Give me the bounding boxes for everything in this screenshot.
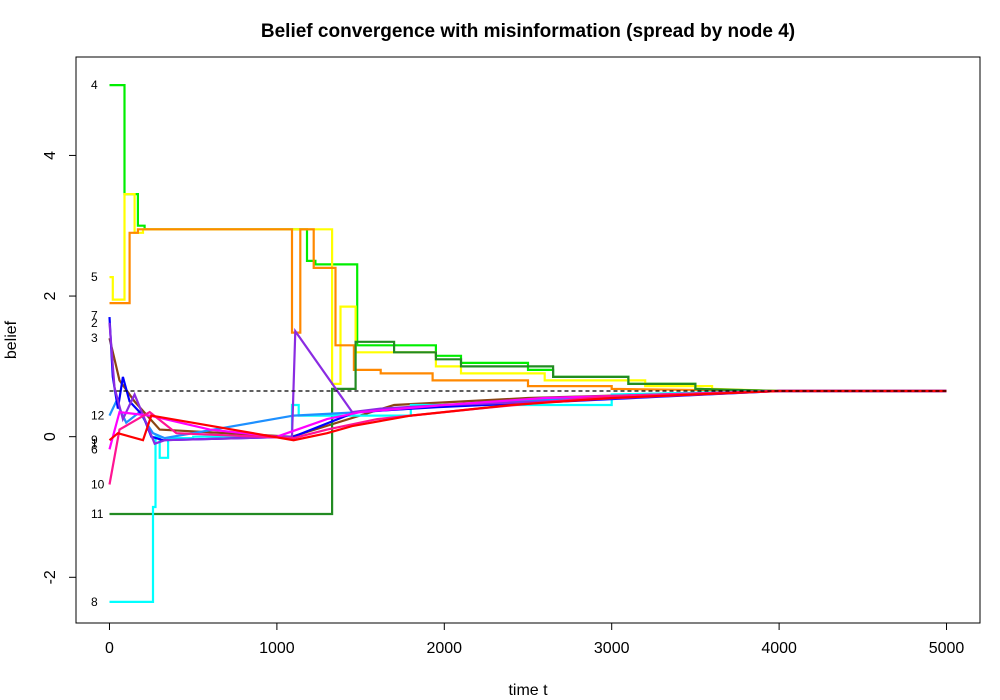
x-axis: 0 1000 2000 3000 4000 5000: [105, 622, 965, 657]
series-line-8: [108, 317, 947, 442]
x-tick-label: 2000: [426, 640, 462, 657]
series-line-10: [108, 389, 947, 450]
series-line-6: [109, 389, 947, 604]
node-label-3: 3: [91, 331, 98, 345]
series-line-1: [109, 83, 947, 393]
y-axis: -2 0 2 4: [42, 151, 77, 584]
x-tick-label: 3000: [594, 640, 630, 657]
node-label-9: 9: [91, 433, 98, 447]
node-label-12: 12: [91, 409, 105, 423]
node-label-7: 7: [91, 309, 98, 323]
chart-title: Belief convergence with misinformation (…: [261, 21, 795, 42]
series-line-3: [109, 228, 947, 393]
node-label-10: 10: [91, 478, 105, 492]
plot-frame: [75, 56, 981, 624]
y-tick-label: 2: [42, 292, 59, 301]
series-line-4: [108, 337, 947, 438]
node-label-8: 8: [91, 595, 98, 609]
x-tick-label: 0: [105, 640, 114, 657]
y-tick-label: -2: [42, 570, 59, 584]
plot-area: [108, 83, 947, 604]
node-label-5: 5: [91, 270, 98, 284]
x-tick-label: 1000: [259, 640, 295, 657]
node-label-1: 1: [91, 437, 98, 451]
y-tick-label: 4: [42, 151, 59, 160]
x-tick-label: 4000: [761, 640, 797, 657]
y-axis-label: belief: [3, 320, 20, 359]
y-tick-label: 0: [42, 432, 59, 441]
node-label-2: 2: [91, 316, 98, 330]
node-label-4: 4: [91, 78, 98, 92]
series-line-2: [109, 193, 947, 393]
series-line-11: [108, 389, 947, 485]
series-line-9: [108, 322, 947, 446]
series-line-12: [108, 389, 947, 442]
series-line-5: [109, 340, 947, 516]
x-axis-label: time t: [508, 682, 548, 699]
node-label-11: 11: [91, 507, 104, 521]
node-label-6: 6: [91, 442, 98, 456]
x-tick-label: 5000: [929, 640, 965, 657]
node-labels: 4 5 723 12 916 10 11 8: [91, 78, 105, 609]
